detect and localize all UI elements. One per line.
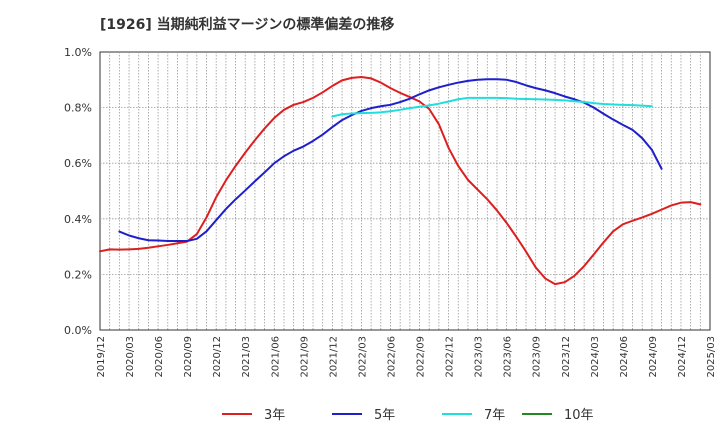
- x-tick-label: 2022/12: [445, 336, 456, 378]
- x-tick-label: 2019/12: [96, 336, 107, 378]
- x-tick-label: 2023/09: [532, 336, 543, 378]
- x-tick-label: 2023/12: [561, 336, 572, 378]
- x-tick-label: 2024/06: [619, 336, 630, 378]
- x-tick-label: 2023/03: [474, 336, 485, 378]
- x-tick-label: 2022/06: [386, 336, 397, 378]
- x-axis: 2019/12 2020/03 2020/06 2020/09 2020/12 2021/…: [96, 336, 717, 378]
- x-tick-label: 2022/09: [416, 336, 427, 378]
- x-tick-label: 2021/06: [270, 336, 281, 378]
- plot-area: [99, 51, 711, 331]
- legend-label-5年: 5年: [374, 408, 395, 423]
- x-tick-label: 2020/12: [212, 336, 223, 378]
- x-tick-label: 2020/09: [183, 336, 194, 378]
- x-tick-label: 2024/03: [590, 336, 601, 378]
- y-tick-label: 0.2%: [64, 268, 92, 281]
- legend-label-10年: 10年: [564, 408, 594, 423]
- y-tick-label: 0.0%: [64, 324, 92, 337]
- x-tick-label: 2025/03: [706, 336, 717, 378]
- x-tick-label: 2021/03: [241, 336, 252, 378]
- x-tick-label: 2022/03: [357, 336, 368, 378]
- series-line-5年: [118, 78, 663, 243]
- series-group: [99, 76, 702, 286]
- plot-frame: [99, 51, 711, 331]
- x-tick-label: 2024/09: [648, 336, 659, 378]
- x-tick-label: 2024/12: [677, 336, 688, 378]
- x-tick-label: 2021/12: [328, 336, 339, 378]
- y-tick-label: 0.8%: [64, 102, 92, 115]
- legend-label-7年: 7年: [484, 408, 505, 423]
- x-tick-label: 2021/09: [299, 336, 310, 378]
- y-tick-label: 1.0%: [64, 46, 92, 59]
- series-line-7年: [331, 96, 653, 118]
- legend-label-3年: 3年: [264, 408, 285, 423]
- legend: 3年 5年 7年 10年: [222, 408, 594, 423]
- x-tick-label: 2023/06: [503, 336, 514, 378]
- series-line-3年: [99, 76, 702, 286]
- y-axis: 0.0% 0.2% 0.4% 0.6% 0.8% 1.0%: [64, 46, 92, 337]
- y-tick-label: 0.4%: [64, 213, 92, 226]
- x-tick-label: 2020/06: [154, 336, 165, 378]
- y-tick-label: 0.6%: [64, 157, 92, 170]
- x-tick-label: 2020/03: [125, 336, 136, 378]
- chart-title: [1926] 当期純利益マージンの標準偏差の推移: [100, 16, 394, 33]
